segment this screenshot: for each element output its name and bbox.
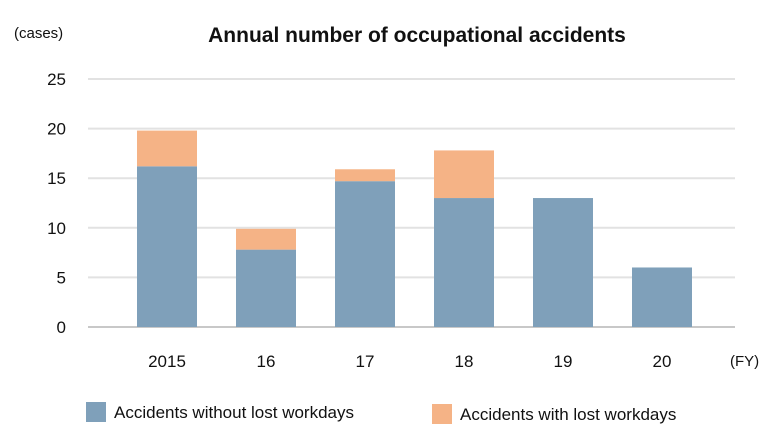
y-tick-label: 10 [47, 219, 66, 238]
y-axis-unit: (cases) [14, 25, 63, 42]
y-axis-ticks: 0 5 10 15 20 25 [47, 70, 66, 337]
y-tick-label: 25 [47, 70, 66, 89]
x-tick-label: 19 [554, 352, 573, 371]
x-tick-label: 18 [455, 352, 474, 371]
x-tick-label: 16 [257, 352, 276, 371]
legend-swatch [86, 402, 106, 422]
y-tick-label: 15 [47, 169, 66, 188]
x-tick-label: 17 [356, 352, 375, 371]
legend-label: Accidents without lost workdays [114, 403, 354, 422]
bar-segment-without-lost-workdays-2015 [137, 166, 197, 327]
bars [137, 130, 692, 327]
bar-segment-with-lost-workdays-2015 [137, 130, 197, 167]
y-tick-label: 5 [57, 268, 66, 287]
bar-segment-with-lost-workdays-17 [335, 169, 395, 182]
bar-segment-without-lost-workdays-17 [335, 181, 395, 327]
bar-segment-without-lost-workdays-18 [434, 198, 494, 327]
x-axis-unit: (FY) [730, 353, 759, 370]
bar-segment-without-lost-workdays-16 [236, 249, 296, 327]
x-tick-label: 2015 [148, 352, 186, 371]
legend-label: Accidents with lost workdays [460, 405, 676, 424]
bar-segment-without-lost-workdays-19 [533, 198, 593, 327]
bar-segment-with-lost-workdays-16 [236, 228, 296, 250]
bar-segment-without-lost-workdays-20 [632, 267, 692, 327]
legend-swatch [432, 404, 452, 424]
y-tick-label: 0 [57, 318, 66, 337]
x-tick-label: 20 [653, 352, 672, 371]
x-axis-ticks: 2015 16 17 18 19 20 [148, 352, 671, 371]
legend: Accidents without lost workdays Accidents… [86, 402, 676, 424]
bar-segment-with-lost-workdays-18 [434, 150, 494, 199]
chart-title: Annual number of occupational accidents [208, 24, 626, 47]
y-tick-label: 20 [47, 120, 66, 139]
